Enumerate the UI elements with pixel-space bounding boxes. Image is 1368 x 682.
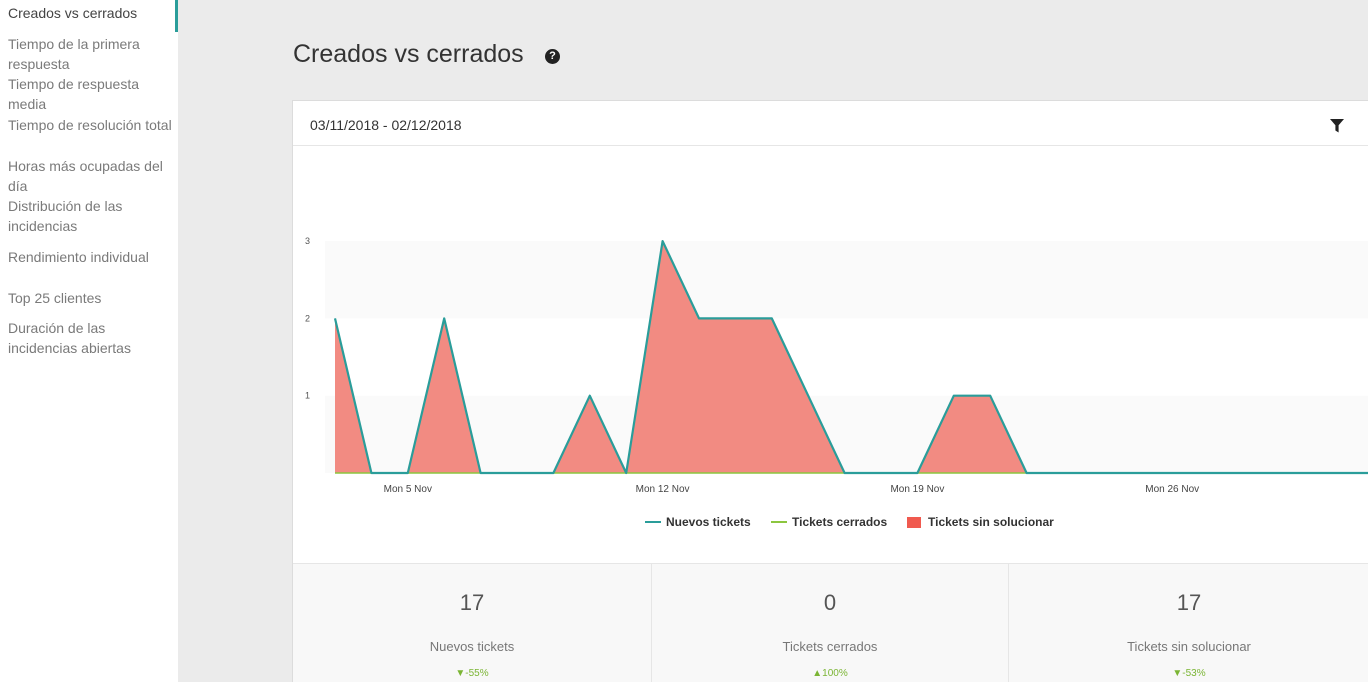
y-tick-label: 3 bbox=[305, 236, 310, 246]
sidebar-item-tiempo-respuesta-media[interactable]: Tiempo de respuesta media bbox=[8, 76, 139, 112]
legend-label-cerrados: Tickets cerrados bbox=[792, 515, 888, 529]
sidebar-item-creados-vs-cerrados[interactable]: Creados vs cerrados bbox=[8, 5, 138, 21]
y-axis-ticks: 1 2 3 bbox=[305, 236, 310, 401]
stat-label: Tickets sin solucionar bbox=[1127, 639, 1251, 654]
sidebar-item-top-25-clientes[interactable]: Top 25 clientes bbox=[8, 290, 102, 306]
sidebar-item-rendimiento-individual[interactable]: Rendimiento individual bbox=[8, 249, 149, 265]
legend-item-tickets-cerrados[interactable]: Tickets cerrados bbox=[771, 515, 887, 529]
sidebar-item-duracion-incidencias-abiertas[interactable]: Duración de las incidencias abiertas bbox=[8, 320, 131, 356]
x-tick-label: Mon 19 Nov bbox=[890, 484, 944, 495]
date-range-picker[interactable]: 03/11/2018 - 02/12/2018 bbox=[310, 117, 462, 133]
y-tick-label: 1 bbox=[305, 391, 310, 401]
legend-swatch-cerrados bbox=[771, 521, 787, 523]
series-line-nuevos-tickets bbox=[333, 239, 1368, 475]
x-axis-ticks: Mon 5 Nov Mon 12 Nov Mon 19 Nov Mon 26 Nov bbox=[384, 484, 1200, 495]
lines-layer bbox=[333, 239, 1368, 475]
x-tick-label: Mon 5 Nov bbox=[384, 484, 432, 495]
filter-funnel-icon[interactable] bbox=[1330, 119, 1344, 133]
question-circle-icon[interactable]: ? bbox=[545, 49, 560, 64]
chart-band bbox=[325, 241, 1368, 319]
legend-label-sin-solucionar: Tickets sin solucionar bbox=[928, 515, 1054, 529]
stat-label: Tickets cerrados bbox=[782, 639, 878, 654]
stat-value: 0 bbox=[823, 590, 837, 615]
sidebar-item-tiempo-resolucion-total[interactable]: Tiempo de resolución total bbox=[8, 117, 172, 133]
stat-value: 17 bbox=[1176, 590, 1202, 615]
area-layer bbox=[335, 241, 1368, 473]
card-header: 03/11/2018 - 02/12/2018 bbox=[293, 101, 1368, 146]
stats-summary: 17 Nuevos tickets ▼-55% 0 Tickets cerrad… bbox=[293, 563, 1368, 682]
chart-band bbox=[325, 318, 1368, 396]
x-tick-label: Mon 26 Nov bbox=[1145, 484, 1199, 495]
legend-item-nuevos-tickets[interactable]: Nuevos tickets bbox=[645, 515, 751, 529]
chart-legend: Nuevos tickets Tickets cerrados Tickets … bbox=[293, 515, 1368, 533]
stat-tickets-cerrados: 0 Tickets cerrados ▲100% bbox=[651, 564, 1008, 682]
y-tick-label: 2 bbox=[305, 313, 310, 323]
sidebar-item-horas-ocupadas[interactable]: Horas más ocupadas del día bbox=[8, 158, 163, 194]
page-title: Creados vs cerrados bbox=[293, 40, 524, 68]
active-indicator bbox=[175, 0, 178, 32]
legend-swatch-nuevos bbox=[645, 521, 661, 523]
chart-band bbox=[325, 395, 1368, 473]
stat-delta: ▼-55% bbox=[455, 668, 489, 679]
legend-swatch-sin-solucionar bbox=[907, 516, 921, 528]
series-area-tickets-sin-solucionar bbox=[335, 241, 1368, 473]
sidebar: Creados vs cerrados Tiempo de la primera… bbox=[0, 0, 178, 682]
stat-delta: ▼-53% bbox=[1172, 668, 1206, 679]
stat-value: 17 bbox=[459, 590, 485, 615]
stat-delta: ▲100% bbox=[812, 668, 848, 679]
line-area-chart: 1 2 3 Mon 5 Nov Mon 12 Nov Mon 19 Nov Mon 26 … bbox=[305, 236, 1368, 495]
sidebar-item-tiempo-primera-respuesta[interactable]: Tiempo de la primera respuesta bbox=[8, 36, 140, 72]
legend-label-nuevos: Nuevos tickets bbox=[666, 515, 751, 529]
chart-background-bands bbox=[325, 241, 1368, 473]
legend-item-tickets-sin-solucionar[interactable]: Tickets sin solucionar bbox=[907, 515, 1054, 529]
sidebar-item-distribucion-incidencias[interactable]: Distribución de las incidencias bbox=[8, 198, 123, 234]
stat-label: Nuevos tickets bbox=[429, 639, 515, 654]
x-tick-label: Mon 12 Nov bbox=[636, 484, 690, 495]
stat-tickets-sin-solucionar: 17 Tickets sin solucionar ▼-53% bbox=[1008, 564, 1368, 682]
stat-nuevos-tickets: 17 Nuevos tickets ▼-55% bbox=[293, 564, 651, 682]
